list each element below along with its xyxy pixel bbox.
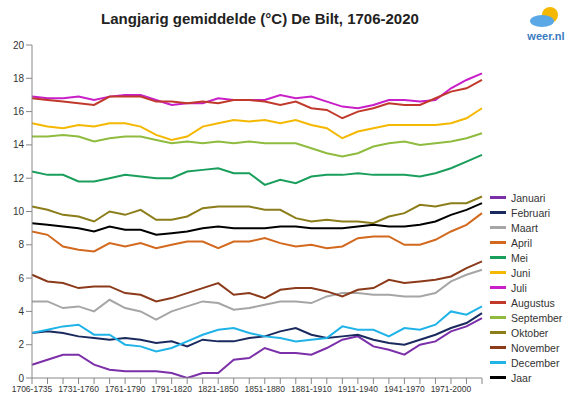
svg-text:20: 20 bbox=[13, 40, 25, 51]
html-text:Juni: Juni bbox=[511, 266, 531, 279]
svg-text:1881-1910: 1881-1910 bbox=[291, 384, 332, 394]
svg-text:0: 0 bbox=[18, 373, 24, 384]
svg-text:2: 2 bbox=[18, 339, 24, 350]
html-text:Oktober: Oktober bbox=[511, 326, 549, 339]
svg-text:1821-1850: 1821-1850 bbox=[198, 384, 239, 394]
html-text:Langjarig gemiddelde (°C) De B: Langjarig gemiddelde (°C) De Bilt, 1706-… bbox=[101, 10, 419, 27]
svg-text:16: 16 bbox=[13, 106, 25, 117]
svg-text:1731-1760: 1731-1760 bbox=[58, 384, 99, 394]
svg-text:1851-1880: 1851-1880 bbox=[244, 384, 285, 394]
svg-text:1706-1735: 1706-1735 bbox=[12, 384, 53, 394]
html-text:Juli: Juli bbox=[511, 281, 527, 294]
html-text:April: April bbox=[511, 236, 532, 249]
svg-text:4: 4 bbox=[18, 306, 24, 317]
html-text:Jaar: Jaar bbox=[511, 371, 532, 384]
html-text:Februari: Februari bbox=[511, 206, 551, 219]
html-text:Maart: Maart bbox=[511, 221, 538, 234]
svg-text:1971-2000: 1971-2000 bbox=[431, 384, 472, 394]
svg-text:1791-1820: 1791-1820 bbox=[151, 384, 192, 394]
svg-text:8: 8 bbox=[18, 239, 24, 250]
html-text:September: September bbox=[511, 311, 563, 324]
html-text:Augustus: Augustus bbox=[511, 296, 555, 309]
svg-text:6: 6 bbox=[18, 273, 24, 284]
html-text:November: November bbox=[511, 341, 560, 354]
svg-text:10: 10 bbox=[13, 206, 25, 217]
html-text:December: December bbox=[511, 356, 560, 369]
html-text:Mei: Mei bbox=[511, 251, 528, 264]
svg-text:12: 12 bbox=[13, 173, 25, 184]
svg-text:18: 18 bbox=[13, 73, 25, 84]
svg-text:1911-1940: 1911-1940 bbox=[338, 384, 378, 394]
html-text:weer.nl: weer.nl bbox=[527, 30, 565, 42]
svg-text:1761-1790: 1761-1790 bbox=[105, 384, 146, 394]
svg-text:1941-1970: 1941-1970 bbox=[384, 384, 425, 394]
html-text:Januari: Januari bbox=[511, 191, 546, 204]
svg-text:14: 14 bbox=[13, 139, 25, 150]
